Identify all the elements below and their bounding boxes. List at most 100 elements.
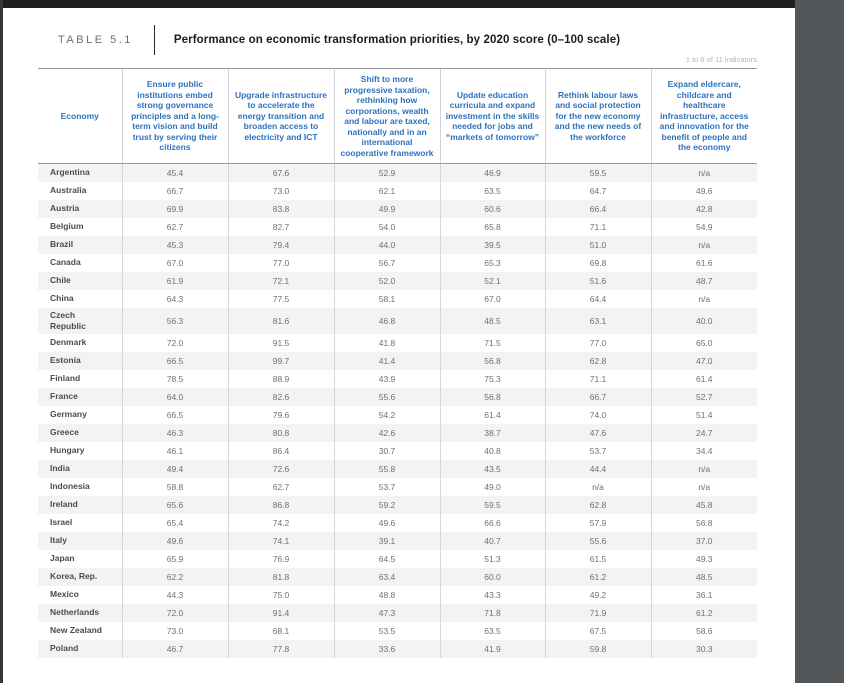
score-cell: 42.6: [333, 423, 440, 442]
score-cell: 52.9: [333, 163, 440, 182]
score-cell: 62.2: [121, 567, 228, 586]
score-cell: n/a: [650, 235, 757, 254]
table-row: Belgium 62.7 82.7 54.0 65.8 71.1 54.9: [38, 217, 757, 236]
economy-name: Canada: [50, 257, 81, 267]
table-number-label: TABLE 5.1: [58, 34, 133, 46]
economy-name: China: [50, 293, 74, 303]
score-cell: 60.0: [439, 567, 545, 586]
score-cell: 54.9: [650, 217, 757, 236]
score-cell: 44.4: [544, 459, 651, 478]
score-cell: 47.3: [333, 603, 440, 622]
score-cell: 58.1: [333, 289, 440, 308]
score-cell: 67.6: [227, 163, 334, 182]
score-cell: 42.8: [650, 199, 757, 218]
score-cell: 86.4: [227, 441, 334, 460]
table-row: Indonesia 58.8 62.7 53.7 49.0 n/a n/a: [38, 477, 757, 496]
table-row: Hungary 46.1 86.4 30.7 40.8 53.7 34.4: [38, 441, 757, 460]
score-cell: 80.8: [227, 423, 334, 442]
score-cell: 72.0: [121, 333, 228, 352]
score-cell: 51.6: [544, 271, 651, 290]
score-cell: 74.2: [227, 513, 334, 532]
score-cell: 66.4: [544, 199, 651, 218]
score-cell: 60.6: [439, 199, 545, 218]
economy-name: Chile: [50, 275, 71, 285]
score-cell: 43.9: [333, 369, 440, 388]
score-cell: 61.2: [544, 567, 651, 586]
score-cell: 49.0: [439, 477, 545, 496]
score-cell: 48.5: [439, 307, 545, 334]
score-cell: 49.3: [650, 549, 757, 568]
score-cell: 49.2: [544, 585, 651, 604]
table-row: Chile 61.9 72.1 52.0 52.1 51.6 48.7: [38, 271, 757, 290]
score-cell: 83.8: [227, 199, 334, 218]
score-cell: 62.7: [227, 477, 334, 496]
masthead-divider: [153, 25, 155, 55]
score-cell: 64.7: [544, 181, 651, 200]
score-cell: 59.8: [544, 639, 651, 658]
table-row: Finland 78.5 88.9 43.9 75.3 71.1 61.4: [38, 369, 757, 388]
score-cell: 91.5: [227, 333, 334, 352]
score-cell: 69.8: [544, 253, 651, 272]
score-cell: n/a: [650, 477, 757, 496]
score-cell: 88.9: [227, 369, 334, 388]
score-cell: 56.8: [650, 513, 757, 532]
score-cell: 61.2: [650, 603, 757, 622]
score-cell: 61.6: [650, 253, 757, 272]
score-cell: 77.8: [227, 639, 334, 658]
score-cell: 63.5: [439, 621, 545, 640]
score-cell: 44.3: [121, 585, 228, 604]
score-cell: 52.0: [333, 271, 440, 290]
score-cell: 66.5: [121, 405, 228, 424]
score-cell: 72.6: [227, 459, 334, 478]
score-cell: 76.9: [227, 549, 334, 568]
page-top-rule: [3, 0, 795, 8]
economy-name: Australia: [50, 185, 87, 195]
score-cell: 71.1: [544, 217, 651, 236]
score-cell: 65.9: [121, 549, 228, 568]
economy-name: Czech Republic: [50, 309, 86, 331]
table-body: Argentina 45.4 67.6 52.9 46.9 59.5 n/a Australi…: [38, 163, 757, 658]
score-cell: 65.4: [121, 513, 228, 532]
economy-name: Hungary: [50, 445, 85, 455]
score-cell: 72.1: [227, 271, 334, 290]
score-cell: 53.7: [333, 477, 440, 496]
score-cell: 67.0: [121, 253, 228, 272]
score-cell: 38.7: [439, 423, 545, 442]
score-cell: n/a: [650, 459, 757, 478]
score-cell: 51.0: [544, 235, 651, 254]
table-row: Estonia 66.5 99.7 41.4 56.8 62.8 47.0: [38, 351, 757, 370]
table-row: Germany 66.5 79.6 54.2 61.4 74.0 51.4: [38, 405, 757, 424]
score-cell: 33.6: [333, 639, 440, 658]
score-cell: 39.1: [333, 531, 440, 550]
score-cell: 63.4: [333, 567, 440, 586]
score-cell: 66.7: [544, 387, 651, 406]
score-cell: 65.0: [650, 333, 757, 352]
economy-name: Indonesia: [50, 481, 90, 491]
score-cell: 79.4: [227, 235, 334, 254]
score-cell: 46.9: [439, 163, 545, 182]
score-cell: 52.7: [650, 387, 757, 406]
score-cell: 78.5: [121, 369, 228, 388]
score-cell: 44.0: [333, 235, 440, 254]
table-title: Performance on economic transformation p…: [173, 34, 621, 46]
table-row: India 49.4 72.6 55.8 43.5 44.4 n/a: [38, 459, 757, 478]
score-cell: 67.5: [544, 621, 651, 640]
score-cell: 53.7: [544, 441, 651, 460]
economy-name: Belgium: [50, 221, 84, 231]
score-cell: 49.6: [650, 181, 757, 200]
score-cell: 61.9: [121, 271, 228, 290]
score-cell: 61.4: [439, 405, 545, 424]
score-cell: 62.8: [544, 495, 651, 514]
score-cell: 64.5: [333, 549, 440, 568]
score-cell: 47.6: [544, 423, 651, 442]
economy-name: Italy: [50, 535, 68, 545]
score-cell: 49.6: [121, 531, 228, 550]
score-cell: 24.7: [650, 423, 757, 442]
column-header-priority-3: Shift to more progressive taxation, reth…: [333, 68, 440, 164]
score-cell: 34.4: [650, 441, 757, 460]
score-cell: 71.1: [544, 369, 651, 388]
scores-table: Economy Ensure public institutions embed…: [38, 68, 757, 658]
score-cell: 55.6: [544, 531, 651, 550]
economy-name: New Zealand: [50, 625, 102, 635]
